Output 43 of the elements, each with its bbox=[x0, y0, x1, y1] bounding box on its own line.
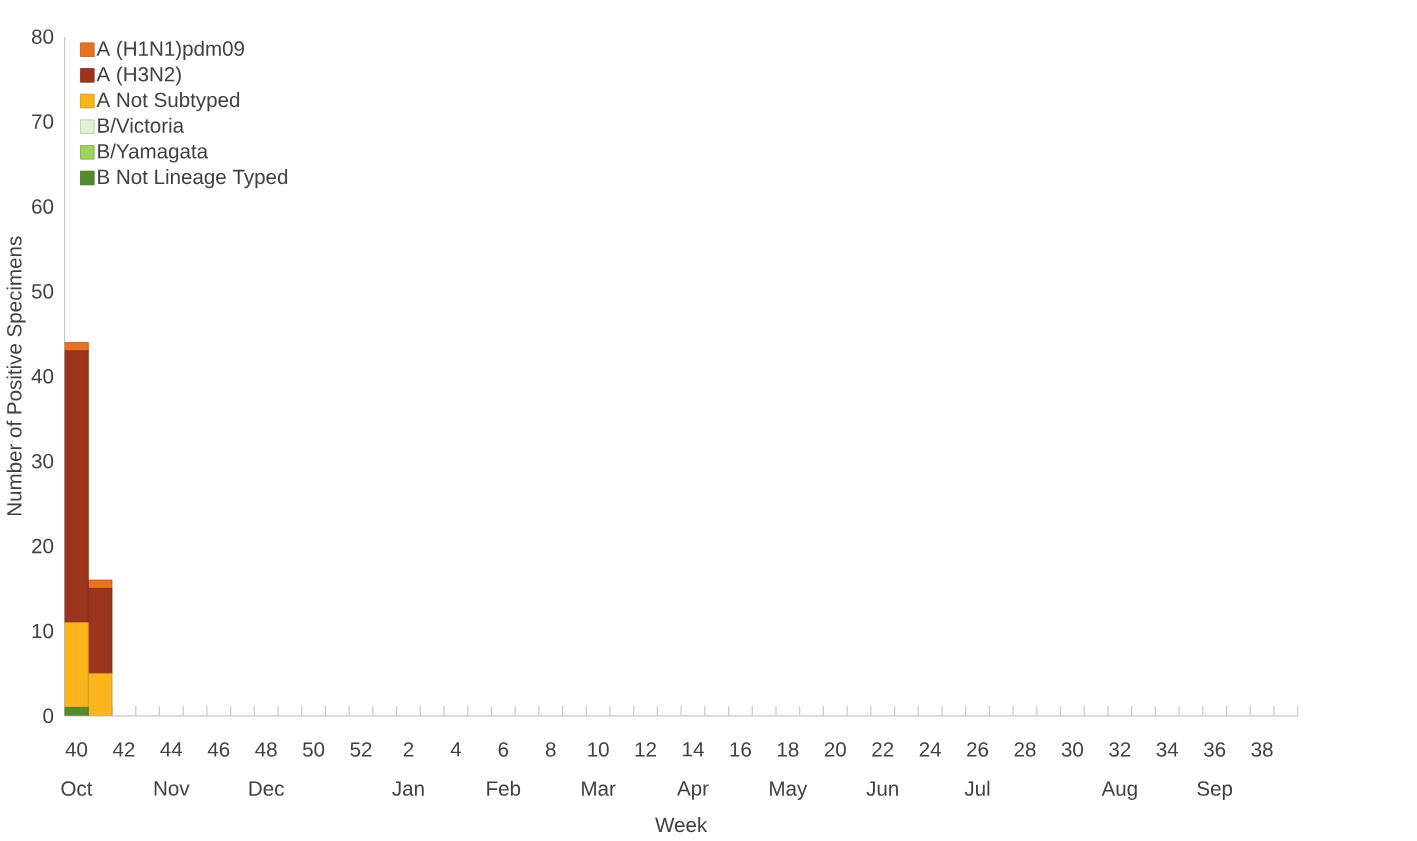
legend-label: A Not Subtyped bbox=[96, 92, 240, 112]
category-label: 22 Jun bbox=[866, 742, 898, 797]
x-tick-label: 36 Sep bbox=[1197, 742, 1233, 801]
x-axis-title: Week bbox=[655, 817, 708, 833]
x-tick-label: 12 bbox=[635, 742, 656, 757]
x-tick-label: 52 bbox=[350, 742, 372, 757]
y-tick-label: 50 bbox=[31, 284, 54, 299]
y-axis-title: Number of Positive Specimens bbox=[6, 236, 26, 516]
y-tick-label: 0 bbox=[43, 708, 54, 724]
category-label: 32 Aug bbox=[1101, 742, 1137, 801]
x-tick-label: 38 bbox=[1251, 742, 1273, 757]
y-tick-label: 20 bbox=[32, 538, 54, 554]
x-tick-label: 24 bbox=[919, 742, 941, 757]
category-label: 18 May bbox=[770, 742, 808, 801]
category-label: 10 Mar bbox=[582, 742, 616, 797]
y-tick-label: 40 bbox=[31, 369, 54, 384]
x-tick-label: 26 Jul bbox=[964, 742, 990, 797]
x-tick-label: 4 bbox=[450, 742, 461, 757]
x-tick-label: 50 bbox=[302, 742, 325, 757]
x-tick-label: 16 bbox=[730, 742, 751, 757]
legend-label: A (H1N1)pdm09 bbox=[96, 40, 244, 61]
y-tick-label: 60 bbox=[32, 199, 54, 214]
legend-label: B/Victoria bbox=[98, 117, 185, 134]
y-tick-label: 70 bbox=[32, 114, 54, 130]
legend-label: B Not Lineage Typed bbox=[98, 169, 288, 189]
y-tick-label: 80 bbox=[32, 29, 54, 45]
x-tick-label: 40 Oct bbox=[61, 742, 93, 797]
x-tick-label: 30 bbox=[1061, 742, 1084, 757]
x-tick-label: 42 bbox=[112, 742, 135, 757]
legend-label: A (H3N2) bbox=[96, 66, 181, 86]
x-tick-label: 46 bbox=[207, 742, 230, 757]
y-tick-label: 30 bbox=[31, 454, 54, 469]
x-tick-label: 6 Feb bbox=[487, 742, 521, 797]
category-label: 2 Jan bbox=[392, 742, 424, 797]
legend-label: B/Yamagata bbox=[98, 143, 209, 163]
x-tick-label: 28 bbox=[1014, 742, 1036, 757]
category-label: 14 Apr bbox=[677, 742, 709, 800]
x-tick-label: 8 bbox=[545, 742, 556, 757]
category-label: 48 Dec bbox=[249, 742, 284, 797]
x-tick-label: 34 bbox=[1156, 742, 1179, 757]
y-tick-label: 10 bbox=[32, 623, 54, 639]
category-label: 44 Nov bbox=[154, 742, 190, 796]
x-tick-label: 20 bbox=[824, 742, 846, 757]
